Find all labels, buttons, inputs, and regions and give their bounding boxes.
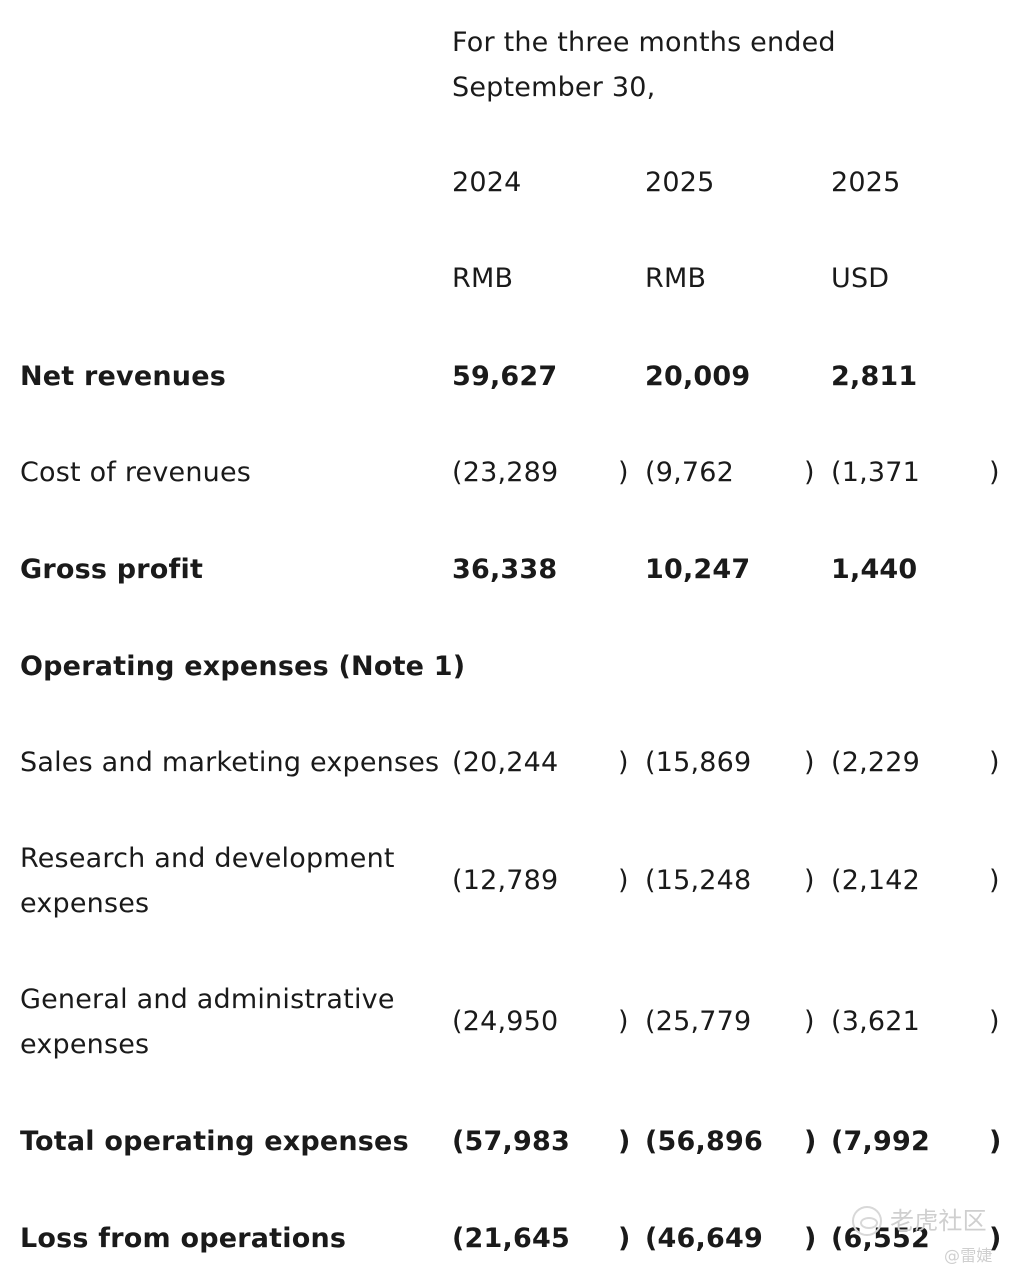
watermark-brand: 老虎社区	[890, 1207, 987, 1235]
cell-sales-marketing-2025-usd: (2,229	[831, 747, 921, 778]
currency-header-rmb-2024: RMB	[452, 263, 514, 294]
cell-sales-marketing-2025-rmb: (15,869	[645, 747, 752, 778]
paren-close: )	[989, 457, 1000, 488]
period-header-line1: For the three months ended	[452, 27, 836, 58]
currency-header-rmb-2025: RMB	[645, 263, 707, 294]
paren-close: )	[804, 1126, 817, 1157]
row-label-cost-of-revenues: Cost of revenues	[20, 457, 252, 488]
cell-loss-from-operations-2025-usd: (6,552	[831, 1223, 930, 1254]
row-label-net-revenues: Net revenues	[20, 361, 226, 392]
cell-net-revenues-2025-rmb: 20,009	[645, 361, 751, 392]
row-label-operating-expenses: Operating expenses (Note 1)	[20, 651, 466, 682]
paren-close: )	[989, 1223, 1002, 1254]
paren-close: )	[804, 1223, 817, 1254]
currency-header-usd-2025: USD	[831, 263, 890, 294]
tiger-logo-icon	[852, 1206, 882, 1236]
cell-gross-profit-2025-rmb: 10,247	[645, 554, 751, 585]
paren-close: )	[804, 747, 815, 778]
row-label-general-administrative-line2: expenses	[20, 1029, 150, 1060]
row-label-research-development-line2: expenses	[20, 888, 150, 919]
row-label-gross-profit: Gross profit	[20, 554, 204, 585]
paren-close: )	[989, 865, 1000, 896]
cell-research-development-2024: (12,789	[452, 865, 559, 896]
paren-close: )	[618, 865, 629, 896]
paren-close: )	[989, 1126, 1002, 1157]
row-label-sales-marketing: Sales and marketing expenses	[20, 747, 440, 778]
cell-loss-from-operations-2025-rmb: (46,649	[645, 1223, 763, 1254]
cell-cost-of-revenues-2025-rmb: (9,762	[645, 457, 735, 488]
row-label-research-development-line1: Research and development	[20, 843, 395, 874]
cell-general-administrative-2025-usd: (3,621	[831, 1006, 921, 1037]
cell-total-operating-expenses-2025-rmb: (56,896	[645, 1126, 763, 1157]
cell-total-operating-expenses-2024: (57,983	[452, 1126, 570, 1157]
paren-close: )	[989, 1006, 1000, 1037]
paren-close: )	[804, 457, 815, 488]
cell-research-development-2025-usd: (2,142	[831, 865, 921, 896]
paren-close: )	[618, 1126, 631, 1157]
cell-net-revenues-2025-usd: 2,811	[831, 361, 918, 392]
paren-close: )	[989, 747, 1000, 778]
year-header-2025-rmb: 2025	[645, 167, 715, 198]
year-header-2025-usd: 2025	[831, 167, 901, 198]
paren-close: )	[804, 1006, 815, 1037]
paren-close: )	[618, 1223, 631, 1254]
row-label-loss-from-operations: Loss from operations	[20, 1223, 347, 1254]
year-header-2024: 2024	[452, 167, 522, 198]
period-header-line2: September 30,	[452, 72, 656, 103]
row-label-general-administrative-line1: General and administrative	[20, 984, 395, 1015]
cell-cost-of-revenues-2025-usd: (1,371	[831, 457, 921, 488]
row-label-total-operating-expenses: Total operating expenses	[20, 1126, 409, 1157]
paren-close: )	[804, 865, 815, 896]
cell-general-administrative-2024: (24,950	[452, 1006, 559, 1037]
cell-gross-profit-2025-usd: 1,440	[831, 554, 918, 585]
cell-loss-from-operations-2024: (21,645	[452, 1223, 570, 1254]
cell-net-revenues-2024: 59,627	[452, 361, 558, 392]
cell-research-development-2025-rmb: (15,248	[645, 865, 752, 896]
paren-close: )	[618, 457, 629, 488]
cell-sales-marketing-2024: (20,244	[452, 747, 559, 778]
watermark-handle: @雷婕	[944, 1246, 993, 1265]
cell-general-administrative-2025-rmb: (25,779	[645, 1006, 752, 1037]
paren-close: )	[618, 1006, 629, 1037]
paren-close: )	[618, 747, 629, 778]
cell-cost-of-revenues-2024: (23,289	[452, 457, 559, 488]
cell-gross-profit-2024: 36,338	[452, 554, 558, 585]
cell-total-operating-expenses-2025-usd: (7,992	[831, 1126, 930, 1157]
